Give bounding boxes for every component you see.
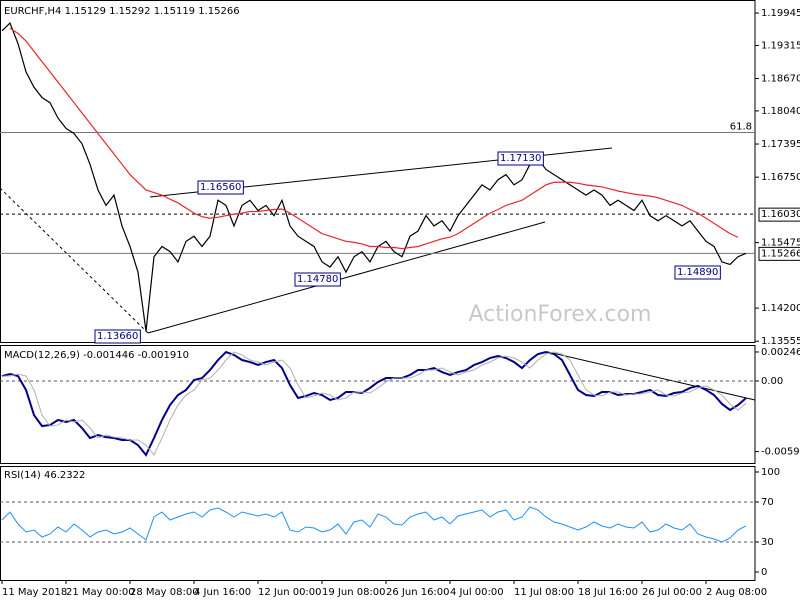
trend-line <box>547 351 756 401</box>
x-tick-label: 12 Jun 00:00 <box>258 587 322 598</box>
x-tick-label: 21 May 00:00 <box>66 587 135 598</box>
header-value: 1.15266 <box>198 6 239 17</box>
price-annotation: 1.14890 <box>677 267 718 278</box>
y-tick-label: 30 <box>761 537 774 548</box>
header-value: -0.001910 <box>138 350 189 361</box>
watermark: ActionForex.com <box>469 302 652 327</box>
indicator-title: EURCHF,H4 <box>4 6 61 17</box>
price-annotation-box <box>497 151 544 166</box>
price-level-label: 1.15266 <box>761 248 800 259</box>
price-level-label-box <box>758 207 800 222</box>
indicator-title: MACD(12,26,9) <box>4 350 80 361</box>
series-line <box>1 506 747 543</box>
header-value: -0.001446 <box>83 350 134 361</box>
x-tick-label: 19 Jun 08:00 <box>322 587 386 598</box>
panel-header: EURCHF,H4 1.15129 1.15292 1.15119 1.1526… <box>4 6 240 17</box>
price-annotation: 1.14780 <box>297 274 338 285</box>
series-line <box>9 27 739 250</box>
price-level-label-box <box>758 246 800 261</box>
header-value: 1.15119 <box>154 6 195 17</box>
y-tick-label: 1.18040 <box>761 106 800 117</box>
price-panel-frame <box>0 0 756 343</box>
y-tick-label: 1.16750 <box>761 172 800 183</box>
panel-header: MACD(12,26,9) -0.001446 -0.001910 <box>4 350 189 361</box>
price-annotation: 1.16560 <box>200 182 241 193</box>
price-annotation-box <box>94 329 141 344</box>
y-tick-label: 1.19315 <box>761 40 800 51</box>
y-tick-label: 1.19945 <box>761 8 800 19</box>
series-line <box>1 22 747 332</box>
y-tick-label: 1.14200 <box>761 303 800 314</box>
header-value: 1.15292 <box>109 6 150 17</box>
price-annotation-box <box>197 180 244 195</box>
x-tick-label: 11 May 2018 <box>2 587 67 598</box>
y-tick-label: 0 <box>761 567 767 578</box>
y-tick-label: -0.005992 <box>761 447 800 458</box>
x-tick-label: 28 May 08:00 <box>130 587 199 598</box>
x-tick-label: 26 Jun 16:00 <box>386 587 450 598</box>
macd-panel-frame <box>0 345 756 464</box>
trend-line <box>147 221 546 334</box>
header-value: 46.2322 <box>44 470 85 481</box>
price-annotation-box <box>294 272 341 287</box>
panel-header: RSI(14) 46.2322 <box>4 470 85 481</box>
y-tick-label: 100 <box>761 467 780 478</box>
series-line <box>1 350 747 457</box>
y-tick-label: 1.15475 <box>761 238 800 249</box>
x-tick-label: 26 Jul 00:00 <box>642 587 702 598</box>
y-tick-label: 70 <box>761 497 774 508</box>
fib-label: 61.8 <box>730 121 752 132</box>
x-tick-label: 11 Jul 08:00 <box>514 587 574 598</box>
indicator-title: RSI(14) <box>4 470 41 481</box>
x-tick-label: 2 Aug 08:00 <box>706 587 767 598</box>
rsi-panel-frame <box>0 466 756 581</box>
price-level-label: 1.16030 <box>761 209 800 220</box>
y-tick-label: 0.002463 <box>761 347 800 358</box>
series-line <box>1 351 747 456</box>
y-tick-label: 1.13555 <box>761 336 800 347</box>
x-tick-label: 4 Jun 16:00 <box>194 587 251 598</box>
x-tick-label: 18 Jul 16:00 <box>578 587 638 598</box>
x-tick-label: 4 Jul 00:00 <box>450 587 504 598</box>
price-annotation: 1.13660 <box>97 331 138 342</box>
y-tick-label: 1.18670 <box>761 74 800 85</box>
price-annotation: 1.17130 <box>500 153 541 164</box>
y-tick-label: 1.17395 <box>761 139 800 150</box>
header-value: 1.15129 <box>65 6 106 17</box>
y-tick-label: 0.00 <box>761 376 783 387</box>
fib-line <box>0 187 149 334</box>
price-annotation-box <box>674 265 721 280</box>
